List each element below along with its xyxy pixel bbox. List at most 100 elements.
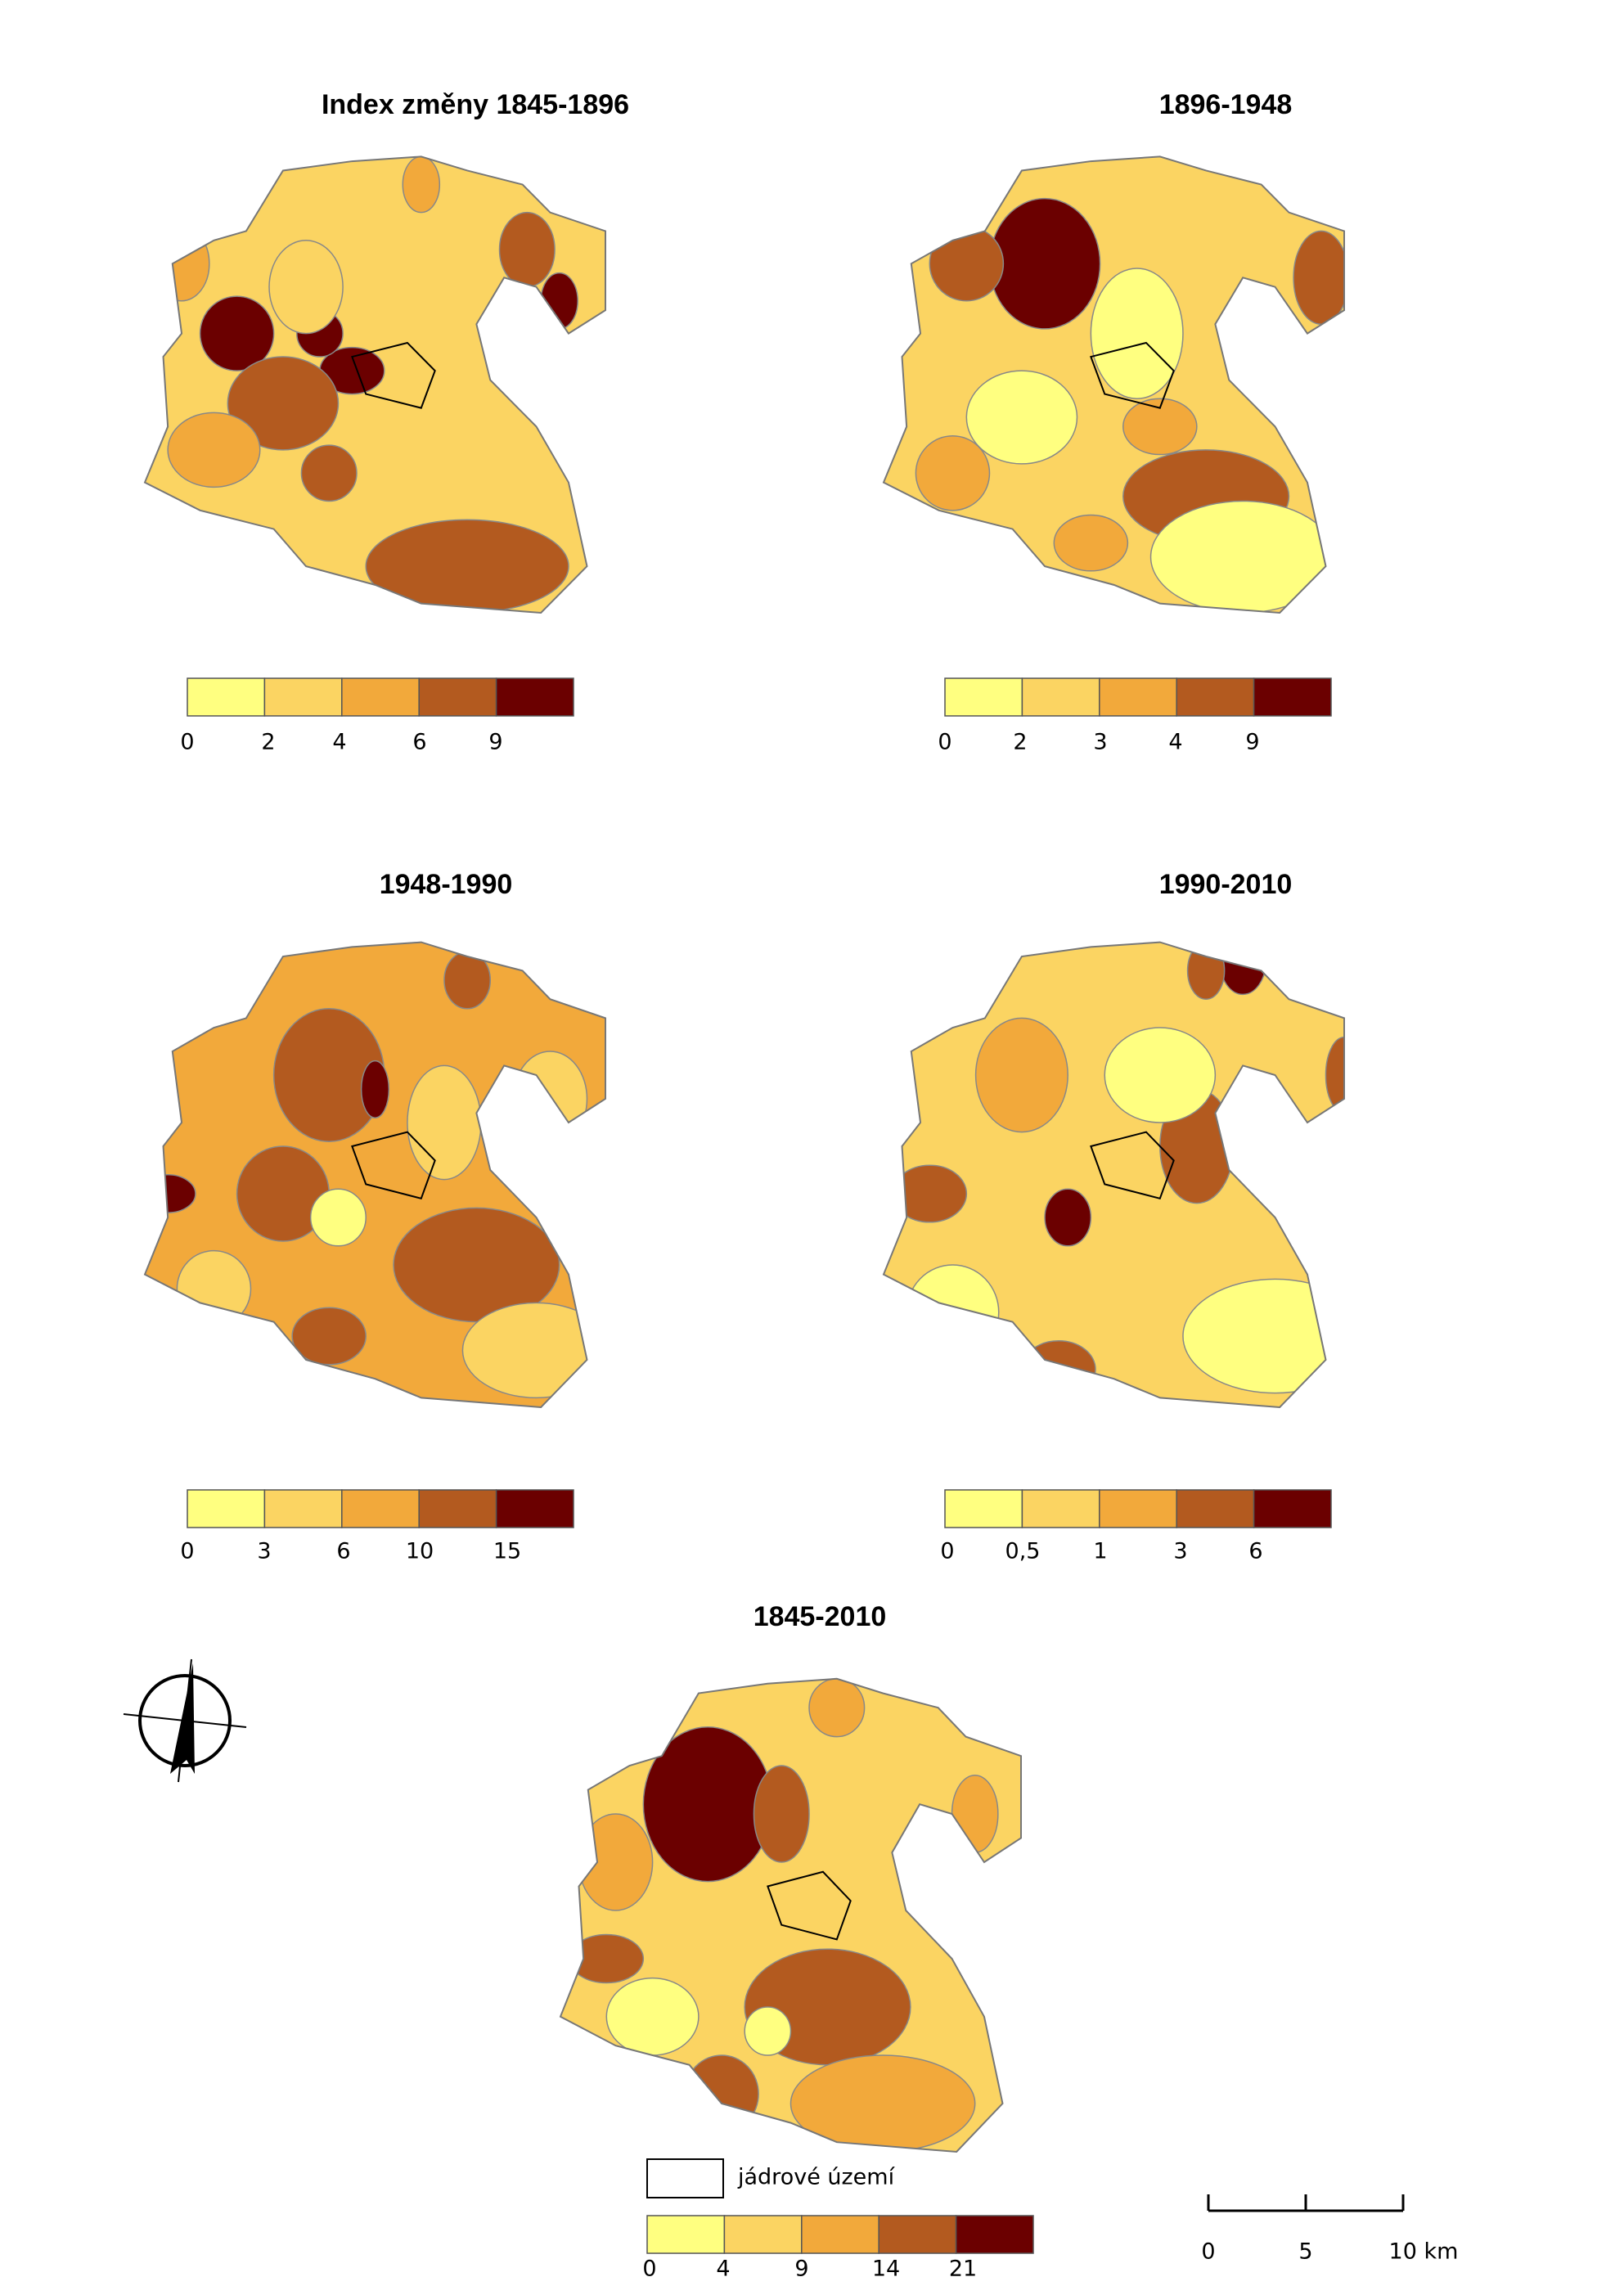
map	[884, 156, 1344, 613]
core-area	[1090, 1131, 1175, 1199]
region	[498, 211, 556, 288]
map-title: Index změny 1845-1896	[322, 89, 629, 120]
core-area-swatch	[646, 2158, 724, 2198]
map-title: 1948-1990	[380, 869, 513, 900]
legend-label: 6	[336, 1539, 350, 1564]
legend-swatch	[801, 2215, 879, 2254]
map-outline	[882, 155, 1345, 614]
region	[1149, 500, 1336, 613]
legend-label: 4	[716, 2257, 730, 2282]
north-arrow	[123, 1658, 247, 1783]
scale-bar	[1207, 2194, 1405, 2212]
region	[176, 1249, 252, 1328]
legend-label: 9	[1245, 730, 1259, 755]
region	[1186, 942, 1226, 1000]
legend-swatch	[1253, 677, 1332, 717]
legend-label: 1	[1093, 1539, 1107, 1564]
region	[291, 1307, 367, 1366]
legend-label: 0	[642, 2257, 656, 2282]
region	[199, 295, 275, 371]
legend-swatch	[1176, 677, 1255, 717]
map-title: 1896-1948	[1159, 89, 1293, 120]
legend-label: 0	[180, 1539, 194, 1564]
legend-swatch	[495, 677, 574, 717]
legend-label: 6	[1248, 1539, 1262, 1564]
region	[1021, 1340, 1096, 1399]
legend-label: 14	[872, 2257, 900, 2282]
region	[808, 1678, 866, 1738]
legend-swatch	[187, 1489, 266, 1528]
legend-label: 9	[794, 2257, 808, 2282]
legend-label: 2	[261, 730, 275, 755]
legend-swatch	[187, 677, 266, 717]
region	[300, 444, 358, 502]
legend-label: 21	[949, 2257, 977, 2282]
region	[790, 2054, 976, 2152]
region	[951, 1775, 999, 1853]
region	[512, 1051, 588, 1147]
legend-swatch	[1176, 1489, 1255, 1528]
legend-label: 3	[257, 1539, 271, 1564]
scale-label: 5	[1298, 2239, 1312, 2265]
region	[1104, 1027, 1217, 1123]
core-area-label: jádrové území	[737, 2165, 896, 2190]
region	[569, 1933, 645, 1984]
legend-swatch	[341, 1489, 420, 1528]
map	[560, 1678, 1021, 2152]
region	[1044, 1188, 1092, 1247]
legend-swatch	[723, 2215, 803, 2254]
legend-label: 0	[180, 730, 194, 755]
legend-swatch	[1021, 1489, 1100, 1528]
map	[145, 942, 605, 1407]
region	[578, 1813, 654, 1911]
core-area	[351, 341, 436, 409]
region	[402, 156, 441, 214]
legend-swatch	[1099, 677, 1177, 717]
legend-label: 0	[938, 730, 951, 755]
legend-swatch	[1021, 677, 1100, 717]
region	[1090, 268, 1184, 400]
region	[642, 1726, 773, 1883]
region	[753, 1765, 810, 1863]
region	[227, 356, 340, 451]
map	[145, 156, 605, 613]
legend-swatch	[1099, 1489, 1177, 1528]
region	[1053, 514, 1129, 572]
legend-label: 0	[940, 1539, 954, 1564]
map-title: 1845-2010	[754, 1601, 887, 1632]
region	[1182, 1278, 1344, 1394]
legend-swatch	[418, 677, 497, 717]
core-area	[767, 1870, 852, 1941]
legend-label: 6	[412, 730, 426, 755]
legend-label: 2	[1013, 730, 1027, 755]
legend-label: 9	[488, 730, 502, 755]
legend-swatch	[944, 677, 1023, 717]
region	[461, 1302, 605, 1399]
region	[309, 1188, 367, 1247]
region	[268, 240, 344, 335]
legend-label: 0,5	[1005, 1539, 1041, 1564]
legend-swatch	[646, 2215, 726, 2254]
legend-label: 4	[1168, 730, 1182, 755]
scale-label: 10 km	[1389, 2239, 1459, 2265]
legend-swatch	[878, 2215, 957, 2254]
region	[1122, 398, 1198, 456]
region	[744, 2006, 792, 2056]
map-outline	[882, 941, 1345, 1409]
map	[884, 942, 1344, 1407]
core-area	[1090, 341, 1175, 409]
legend-label: 3	[1093, 730, 1107, 755]
region	[365, 519, 569, 613]
region	[1293, 230, 1344, 325]
region	[167, 412, 261, 488]
region	[605, 1977, 700, 2056]
legend-swatch	[263, 1489, 343, 1528]
scale-label: 0	[1201, 2239, 1215, 2265]
core-area	[351, 1131, 436, 1199]
region	[988, 197, 1101, 330]
legend-swatch	[263, 677, 343, 717]
legend-label: 3	[1173, 1539, 1187, 1564]
region	[684, 2054, 759, 2134]
legend-swatch	[341, 677, 420, 717]
